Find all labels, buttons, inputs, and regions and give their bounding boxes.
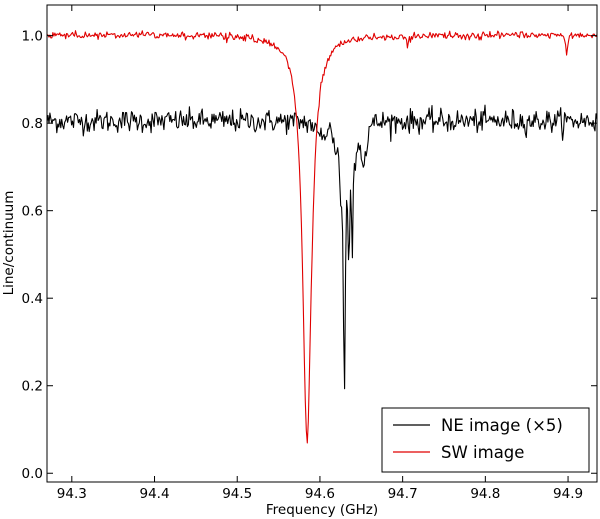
y-tick-labels: 0.0 0.2 0.4 0.6 0.8 1.0 <box>22 29 43 483</box>
y-tick-label: 0.0 <box>22 466 43 482</box>
x-axis-label: Frequency (GHz) <box>266 502 378 518</box>
y-tick-label: 0.4 <box>22 291 43 307</box>
plot-frame <box>46 4 598 483</box>
series-sw-line <box>46 30 598 444</box>
y-axis-label: Line/continuum <box>1 191 17 296</box>
x-tick-label: 94.7 <box>388 486 418 502</box>
axis-ticks <box>47 5 597 482</box>
x-tick-labels: 94.3 94.4 94.5 94.6 94.7 94.8 94.9 <box>57 486 583 502</box>
series-ne-line <box>46 104 598 390</box>
y-tick-label: 0.8 <box>22 116 43 132</box>
legend-label-ne: NE image (×5) <box>441 416 563 435</box>
x-tick-label: 94.3 <box>57 486 87 502</box>
legend: NE image (×5) SW image <box>381 407 590 473</box>
y-tick-label: 0.2 <box>22 379 43 395</box>
plot-lines <box>46 30 598 444</box>
x-tick-label: 94.9 <box>553 486 583 502</box>
x-tick-label: 94.8 <box>470 486 500 502</box>
y-tick-label: 1.0 <box>22 29 43 45</box>
legend-box <box>381 407 590 473</box>
x-tick-label: 94.4 <box>139 486 169 502</box>
x-tick-label: 94.5 <box>222 486 252 502</box>
x-tick-label: 94.6 <box>305 486 335 502</box>
legend-label-sw: SW image <box>441 443 524 462</box>
y-tick-label: 0.6 <box>22 204 43 220</box>
